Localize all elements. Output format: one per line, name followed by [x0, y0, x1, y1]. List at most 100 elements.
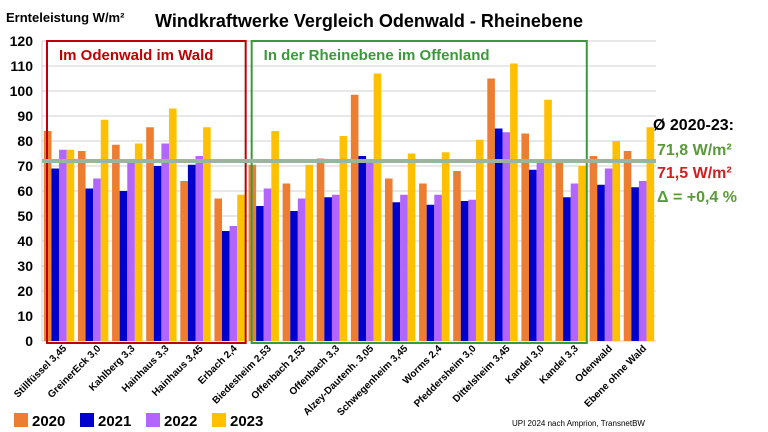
y-tick-label: 10: [17, 308, 33, 324]
legend-label-2021: 2021: [98, 413, 131, 430]
bar-2021: [222, 231, 230, 341]
bar-2020: [555, 161, 564, 341]
bar-2020: [487, 78, 495, 341]
legend-swatch-2020: [14, 413, 28, 427]
bar-2023: [544, 99, 552, 341]
bar-2022: [638, 181, 647, 341]
bar-2023: [578, 166, 586, 341]
bar-2020: [316, 158, 325, 341]
bar-2021: [529, 169, 537, 341]
y-tick-label: 50: [17, 208, 33, 224]
bar-2020: [214, 198, 223, 341]
bar-2021: [153, 166, 162, 341]
bar-2023: [66, 149, 75, 341]
bar-2022: [570, 183, 579, 341]
bar-2020: [180, 181, 188, 341]
bar-2020: [384, 178, 393, 341]
bar-2020: [521, 133, 530, 341]
bar-2022: [297, 198, 306, 341]
bar-2021: [256, 206, 264, 341]
legend-label-2022: 2022: [164, 413, 197, 430]
chart-title: Windkraftwerke Vergleich Odenwald - Rhei…: [155, 11, 583, 31]
bar-2021: [426, 204, 435, 341]
bar-2022: [502, 132, 511, 341]
average-annotation: Ø 2020-23: 71,8 W/m² 71,5 W/m² Δ = +0,4 …: [653, 117, 737, 206]
y-tick-label: 70: [17, 158, 33, 174]
bar-2023: [612, 141, 621, 341]
bar-2021: [51, 168, 60, 341]
bar-2022: [59, 149, 67, 341]
bar-2023: [510, 63, 518, 341]
grid-lines: [41, 40, 656, 342]
y-tick-label: 100: [10, 83, 34, 99]
bar-2022: [331, 194, 340, 341]
bar-2021: [392, 202, 401, 341]
y-tick-label: 40: [17, 233, 33, 249]
legend: 2020 2021 2022 2023: [14, 413, 263, 430]
avg-wald-value: 71,5 W/m²: [657, 165, 732, 182]
y-tick-label: 110: [10, 58, 33, 74]
legend-label-2020: 2020: [32, 413, 65, 430]
bar-2023: [134, 143, 143, 341]
delta-value: Δ = +0,4 %: [657, 189, 737, 206]
bar-2023: [646, 127, 655, 341]
bar-2023: [339, 136, 348, 341]
region-box: [46, 40, 247, 344]
bar-2023: [237, 194, 245, 341]
bar-2021: [358, 156, 367, 341]
bar-2022: [366, 159, 374, 341]
bar-2020: [77, 151, 86, 341]
bar-2022: [468, 199, 476, 341]
bar-2023: [271, 131, 279, 341]
bar-2020: [112, 144, 120, 341]
region-label: Im Odenwald im Wald: [59, 47, 213, 64]
legend-label-2023: 2023: [230, 413, 263, 430]
y-tick-label: 20: [17, 283, 33, 299]
bar-2023: [100, 119, 109, 341]
y-tick-label: 30: [17, 258, 33, 274]
bar-2023: [168, 108, 177, 341]
bar-2020: [453, 171, 461, 341]
bar-2021: [460, 201, 469, 341]
region-boxes: Im Odenwald im Wald In der Rheinebene im …: [46, 40, 588, 344]
bar-2020: [146, 127, 154, 341]
bar-2022: [434, 194, 442, 341]
bar-2022: [400, 194, 408, 341]
bar-2021: [85, 188, 94, 341]
avg-ebene-value: 71,8 W/m²: [657, 142, 732, 159]
bar-2021: [597, 184, 605, 341]
legend-swatch-2023: [212, 413, 226, 427]
bar-2021: [631, 187, 639, 341]
bar-2023: [407, 153, 416, 341]
bar-2020: [419, 183, 427, 341]
bar-2023: [373, 73, 382, 341]
bar-2022: [127, 159, 135, 341]
bar-2022: [93, 178, 101, 341]
legend-swatch-2022: [146, 413, 160, 427]
y-axis-label: Ernteleistung W/m²: [6, 10, 125, 25]
region-box: [250, 40, 588, 344]
y-tick-label: 0: [25, 333, 33, 349]
source-note: UPI 2024 nach Amprion, TransnetBW: [512, 419, 645, 428]
y-tick-label: 80: [17, 133, 33, 149]
bar-2023: [475, 139, 484, 341]
avg-heading: Ø 2020-23:: [653, 117, 734, 134]
y-tick-label: 90: [17, 108, 33, 124]
bar-2020: [589, 156, 598, 341]
bar-2021: [290, 211, 298, 341]
bar-2021: [324, 197, 332, 341]
bar-2023: [203, 127, 211, 341]
region-label: In der Rheinebene im Offenland: [264, 47, 490, 64]
bar-2022: [263, 188, 272, 341]
y-tick-label: 60: [17, 183, 33, 199]
bar-2021: [119, 191, 128, 341]
y-tick-label: 120: [10, 33, 34, 49]
bar-2022: [536, 159, 545, 341]
bar-2020: [350, 94, 359, 341]
bar-2022: [229, 226, 238, 341]
bar-2021: [187, 164, 196, 341]
legend-swatch-2021: [80, 413, 94, 427]
bar-2023: [305, 164, 314, 341]
bar-2020: [623, 151, 632, 341]
